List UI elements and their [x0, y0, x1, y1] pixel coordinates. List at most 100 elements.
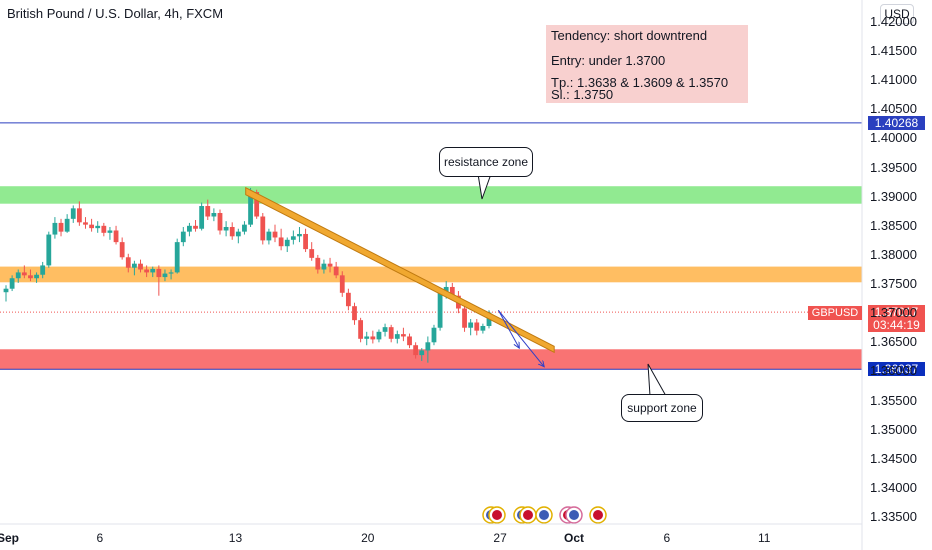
- candle: [345, 288, 351, 311]
- candle: [40, 261, 46, 279]
- x-tick-label: 6: [663, 531, 671, 545]
- pivot-zone-band: [0, 266, 862, 283]
- candle: [3, 285, 9, 302]
- candle-body: [407, 336, 412, 346]
- candle-body: [297, 233, 302, 237]
- candle-body: [144, 269, 150, 273]
- candle-body: [64, 218, 70, 232]
- candle-body: [260, 216, 266, 241]
- support-zone-band: [0, 349, 862, 370]
- x-tick-label: Sep: [0, 531, 20, 545]
- candle-body: [9, 278, 15, 289]
- candle: [64, 214, 70, 233]
- candle-body: [199, 206, 205, 229]
- y-tick-label: 1.36000: [870, 363, 917, 379]
- candle: [223, 221, 229, 237]
- candle: [76, 201, 82, 226]
- candle: [205, 199, 211, 220]
- y-tick-label: 1.38000: [870, 246, 917, 262]
- sl-text: Sl.: 1.3750: [551, 87, 614, 102]
- candle-body: [327, 263, 333, 267]
- candle: [83, 217, 88, 229]
- candle: [187, 222, 192, 237]
- candle: [358, 317, 364, 343]
- candle: [462, 304, 467, 332]
- candle-body: [382, 327, 388, 332]
- candle: [352, 302, 357, 325]
- x-tick-label: 20: [361, 531, 375, 545]
- candle-body: [449, 286, 455, 296]
- candle-body: [150, 268, 156, 273]
- candle: [107, 226, 113, 240]
- candle: [95, 221, 101, 233]
- tendency-text: Tendency: short downtrend: [551, 28, 708, 43]
- candle-body: [303, 233, 308, 250]
- x-tick-label: 11: [758, 531, 771, 545]
- candle-body: [174, 242, 180, 273]
- candle-body: [388, 327, 394, 339]
- candle: [229, 222, 235, 240]
- candle: [168, 269, 174, 280]
- candle: [437, 288, 443, 331]
- candle-body: [3, 288, 9, 293]
- candle-body: [364, 336, 370, 339]
- economic-events-row[interactable]: [482, 506, 607, 524]
- candle: [388, 324, 394, 343]
- y-tick-label: 1.36500: [870, 334, 917, 350]
- y-tick-label: 1.33500: [870, 509, 917, 524]
- candle-body: [248, 192, 253, 225]
- candle-body: [125, 257, 131, 268]
- currency-button[interactable]: USD: [880, 4, 914, 24]
- candle-body: [101, 225, 107, 233]
- forecast-arrow-2: [498, 309, 544, 366]
- candle-body: [431, 327, 437, 343]
- candle: [419, 348, 425, 361]
- candle: [193, 220, 198, 232]
- candle: [125, 253, 131, 273]
- candle: [156, 265, 162, 296]
- candle: [21, 265, 27, 279]
- candle: [260, 213, 266, 245]
- x-tick-label: 13: [228, 531, 243, 545]
- candle: [290, 230, 296, 245]
- candle-body: [235, 231, 241, 237]
- candle: [144, 265, 150, 278]
- candle-body: [443, 286, 449, 293]
- chart-title: British Pound / U.S. Dollar, 4h, FXCM: [7, 6, 224, 21]
- candle: [52, 217, 58, 239]
- forecast-arrow-1: [497, 310, 519, 348]
- candle-body: [40, 265, 46, 275]
- candle: [217, 209, 223, 235]
- candle-body: [474, 322, 480, 331]
- candle-body: [131, 263, 137, 268]
- resistance-callout: resistance zone: [439, 147, 533, 177]
- candle-body: [223, 226, 229, 231]
- candle: [180, 226, 186, 247]
- candle-body: [83, 222, 88, 225]
- entry-text: Entry: under 1.3700: [551, 53, 666, 68]
- candle-body: [193, 225, 198, 229]
- candle-body: [278, 237, 284, 247]
- candle-body: [315, 257, 321, 270]
- downtrend-line: [245, 186, 555, 354]
- candle-body: [95, 225, 101, 229]
- y-tick-label: 1.42000: [870, 14, 917, 29]
- candle-body: [480, 325, 486, 331]
- candle: [339, 271, 345, 297]
- candle: [89, 218, 94, 232]
- candle: [211, 208, 217, 222]
- x-tick-label: 6: [96, 531, 104, 545]
- candle: [242, 221, 247, 235]
- candle-body: [254, 192, 260, 217]
- candle: [303, 228, 308, 253]
- candle-body: [156, 268, 162, 278]
- candle: [272, 224, 278, 243]
- event-icon: [589, 506, 607, 524]
- candle: [468, 319, 474, 336]
- candle-body: [333, 266, 339, 276]
- y-tick-label: 1.34500: [870, 450, 917, 466]
- candle-body: [211, 213, 217, 217]
- candle: [401, 327, 406, 342]
- support-callout: support zone: [621, 394, 703, 422]
